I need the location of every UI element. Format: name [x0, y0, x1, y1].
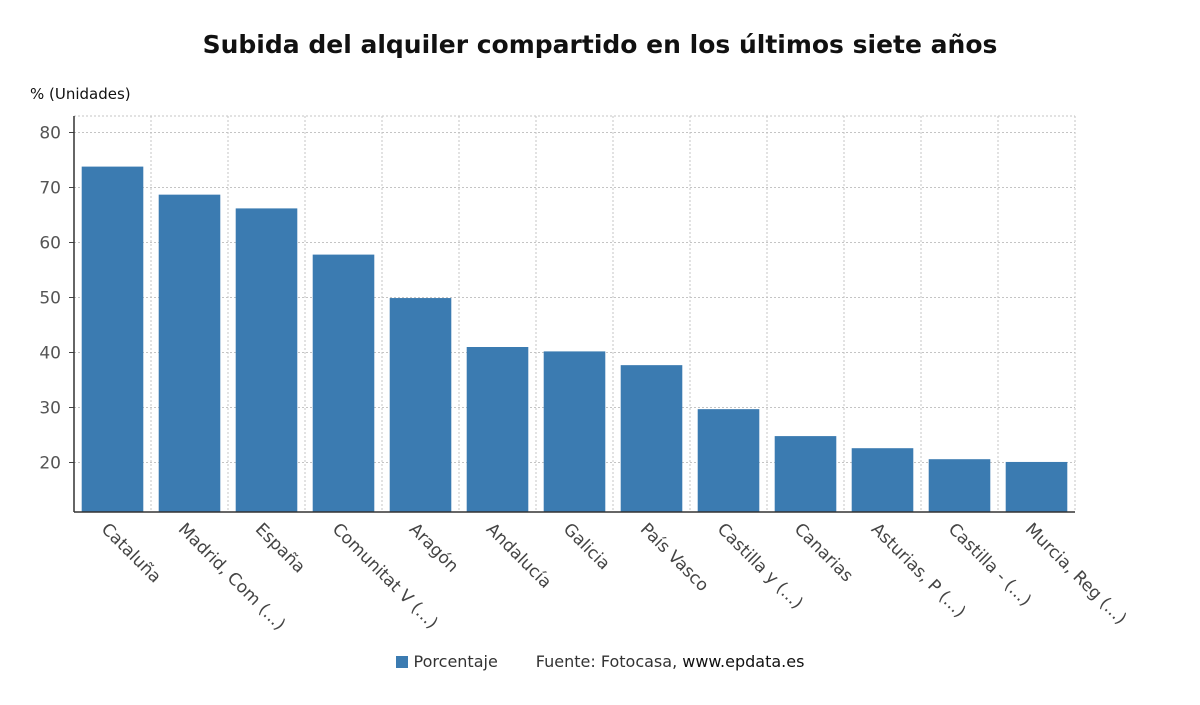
legend-swatch — [395, 655, 408, 668]
legend-series-label: Porcentaje — [413, 652, 498, 671]
bar[interactable] — [81, 166, 144, 512]
bar[interactable] — [620, 365, 683, 512]
x-tick-label: Murcia, Reg (...) — [1021, 519, 1130, 628]
bar[interactable] — [389, 298, 452, 512]
legend: Porcentaje Fuente: Fotocasa, www.epdata.e… — [0, 652, 1200, 671]
x-tick-label: Galicia — [559, 519, 614, 574]
bar[interactable] — [851, 448, 914, 512]
bars — [81, 166, 1068, 512]
bar[interactable] — [312, 254, 375, 512]
y-tick-label: 70 — [39, 179, 61, 199]
bar[interactable] — [697, 409, 760, 512]
source-label: Fuente: Fotocasa, — [535, 652, 678, 671]
y-tick-label: 60 — [39, 234, 61, 254]
y-tick-labels: 20 30 40 50 60 70 80 — [39, 124, 61, 474]
x-tick-label: Canarias — [790, 519, 857, 586]
y-tick-label: 50 — [39, 289, 61, 309]
y-tick-label: 30 — [39, 399, 61, 419]
bar[interactable] — [774, 436, 837, 512]
y-tick-label: 40 — [39, 344, 61, 364]
x-tick-labels: Cataluña Madrid, Com (...)España Comunitat… — [97, 519, 1130, 634]
x-tick-label: España — [251, 519, 309, 577]
bar[interactable] — [543, 351, 606, 512]
bar[interactable] — [158, 194, 221, 512]
chart-title: Subida del alquiler compartido en los úl… — [202, 30, 998, 59]
x-tick-label: Aragón — [405, 519, 462, 576]
source-link[interactable]: www.epdata.es — [682, 652, 805, 671]
bar[interactable] — [1005, 461, 1068, 512]
bar[interactable] — [235, 208, 298, 512]
bar[interactable] — [928, 459, 991, 512]
axes — [69, 116, 1075, 513]
bar[interactable] — [466, 347, 529, 512]
y-tick-label: 20 — [39, 454, 61, 474]
x-tick-label: País Vasco — [636, 519, 713, 596]
x-tick-label: Andalucía — [482, 519, 555, 592]
y-axis-label: % (Unidades) — [30, 85, 131, 103]
x-tick-label: Cataluña — [97, 519, 165, 587]
y-tick-label: 80 — [39, 124, 61, 144]
